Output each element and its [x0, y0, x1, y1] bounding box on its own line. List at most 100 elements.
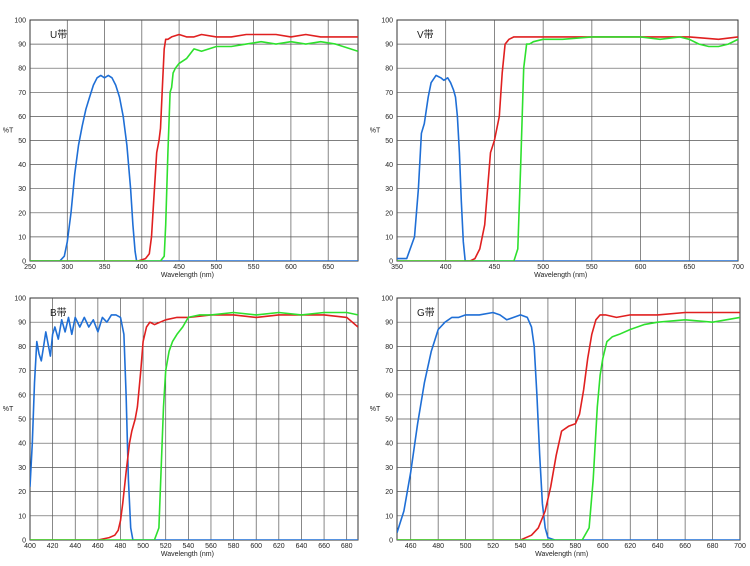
- y-tick-label: 10: [18, 513, 26, 520]
- x-tick-label: 480: [115, 543, 127, 550]
- x-tick-label: 250: [24, 264, 36, 271]
- x-tick-label: 480: [432, 543, 444, 550]
- y-tick-label: 50: [385, 138, 393, 145]
- chart-title: U带: [50, 29, 67, 41]
- y-tick-label: 70: [18, 368, 26, 375]
- y-axis-label: %T: [370, 128, 381, 135]
- x-tick-label: 500: [211, 264, 223, 271]
- y-tick-label: 100: [14, 18, 26, 25]
- y-tick-label: 60: [385, 114, 393, 121]
- y-tick-label: 70: [18, 90, 26, 97]
- x-tick-label: 400: [440, 264, 452, 271]
- y-tick-label: 20: [385, 489, 393, 496]
- y-axis-label: %T: [3, 128, 14, 135]
- y-tick-label: 70: [385, 90, 393, 97]
- x-axis-label: Wavelength (nm): [161, 272, 214, 279]
- y-tick-label: 100: [381, 18, 393, 25]
- x-tick-label: 580: [228, 543, 240, 550]
- x-tick-label: 650: [322, 264, 334, 271]
- x-tick-label: 520: [487, 543, 499, 550]
- x-axis-label: Wavelength (nm): [161, 551, 214, 558]
- x-tick-label: 660: [679, 543, 691, 550]
- x-tick-label: 700: [734, 543, 746, 550]
- x-tick-label: 660: [318, 543, 330, 550]
- y-tick-label: 70: [385, 368, 393, 375]
- y-tick-label: 10: [18, 234, 26, 241]
- chart-title: G带: [417, 307, 435, 319]
- x-tick-label: 400: [136, 264, 148, 271]
- y-tick-label: 0: [389, 259, 393, 266]
- y-tick-label: 0: [22, 259, 26, 266]
- y-tick-label: 50: [18, 138, 26, 145]
- chart-title: V带: [417, 29, 434, 41]
- x-tick-label: 420: [47, 543, 59, 550]
- x-tick-label: 540: [183, 543, 195, 550]
- x-tick-label: 460: [92, 543, 104, 550]
- x-tick-label: 600: [285, 264, 297, 271]
- chart-panel-3: 400 420 440 460 480 500 520 540 560 580 600 620 640 6…: [3, 296, 359, 558]
- x-tick-label: 500: [537, 264, 549, 271]
- x-tick-label: 700: [732, 264, 744, 271]
- x-tick-label: 400: [24, 543, 36, 550]
- x-tick-label: 600: [250, 543, 262, 550]
- series-blue-line: [30, 314, 358, 540]
- y-tick-label: 10: [385, 234, 393, 241]
- y-tick-label: 20: [18, 210, 26, 217]
- y-tick-label: 40: [385, 441, 393, 448]
- y-tick-label: 60: [18, 392, 26, 399]
- y-tick-label: 30: [18, 186, 26, 193]
- y-tick-label: 50: [18, 417, 26, 424]
- y-tick-label: 50: [385, 417, 393, 424]
- y-tick-label: 20: [385, 210, 393, 217]
- y-tick-label: 90: [18, 320, 26, 327]
- y-tick-label: 80: [18, 344, 26, 351]
- x-tick-label: 640: [296, 543, 308, 550]
- y-tick-label: 90: [385, 42, 393, 49]
- x-tick-label: 550: [586, 264, 598, 271]
- series-red-line: [397, 311, 740, 540]
- x-tick-label: 680: [707, 543, 719, 550]
- y-tick-label: 100: [381, 296, 393, 303]
- chart-panel-2: 350 400 450 500 550 600 650 700 0 10 20 30 40 50 60 70 8…: [370, 18, 744, 280]
- x-tick-label: 450: [489, 264, 501, 271]
- y-axis-label: %T: [370, 406, 381, 413]
- series-green-line: [397, 316, 740, 540]
- x-tick-label: 440: [69, 543, 81, 550]
- y-tick-label: 40: [385, 162, 393, 169]
- x-tick-label: 560: [542, 543, 554, 550]
- x-tick-label: 540: [515, 543, 527, 550]
- x-axis-label: Wavelength (nm): [534, 272, 587, 279]
- x-tick-label: 520: [160, 543, 172, 550]
- x-tick-label: 550: [248, 264, 260, 271]
- x-tick-label: 500: [460, 543, 472, 550]
- y-tick-label: 40: [18, 441, 26, 448]
- y-tick-label: 40: [18, 162, 26, 169]
- x-tick-label: 600: [635, 264, 647, 271]
- y-tick-label: 100: [14, 296, 26, 303]
- series-green-line: [30, 311, 358, 540]
- y-tick-label: 0: [389, 538, 393, 545]
- x-tick-label: 580: [570, 543, 582, 550]
- chart-title: B带: [50, 307, 67, 319]
- y-tick-label: 0: [22, 538, 26, 545]
- chart-panel-4: 460 480 500 520 540 560 580 600 620 640 660 680 700 0…: [370, 296, 746, 559]
- y-tick-label: 30: [18, 465, 26, 472]
- x-tick-label: 450: [173, 264, 185, 271]
- series-green-line: [397, 36, 738, 261]
- series-blue-line: [397, 311, 740, 540]
- x-tick-label: 460: [405, 543, 417, 550]
- x-tick-label: 500: [137, 543, 149, 550]
- y-tick-label: 30: [385, 186, 393, 193]
- series-blue-line: [397, 74, 738, 261]
- series-red-line: [30, 314, 358, 540]
- x-tick-label: 600: [597, 543, 609, 550]
- x-tick-label: 620: [273, 543, 285, 550]
- x-tick-label: 640: [652, 543, 664, 550]
- y-tick-label: 80: [385, 66, 393, 73]
- y-tick-label: 10: [385, 513, 393, 520]
- series-red-line: [30, 33, 358, 261]
- x-axis-label: Wavelength (nm): [535, 551, 588, 558]
- y-tick-label: 90: [385, 320, 393, 327]
- y-tick-label: 80: [18, 66, 26, 73]
